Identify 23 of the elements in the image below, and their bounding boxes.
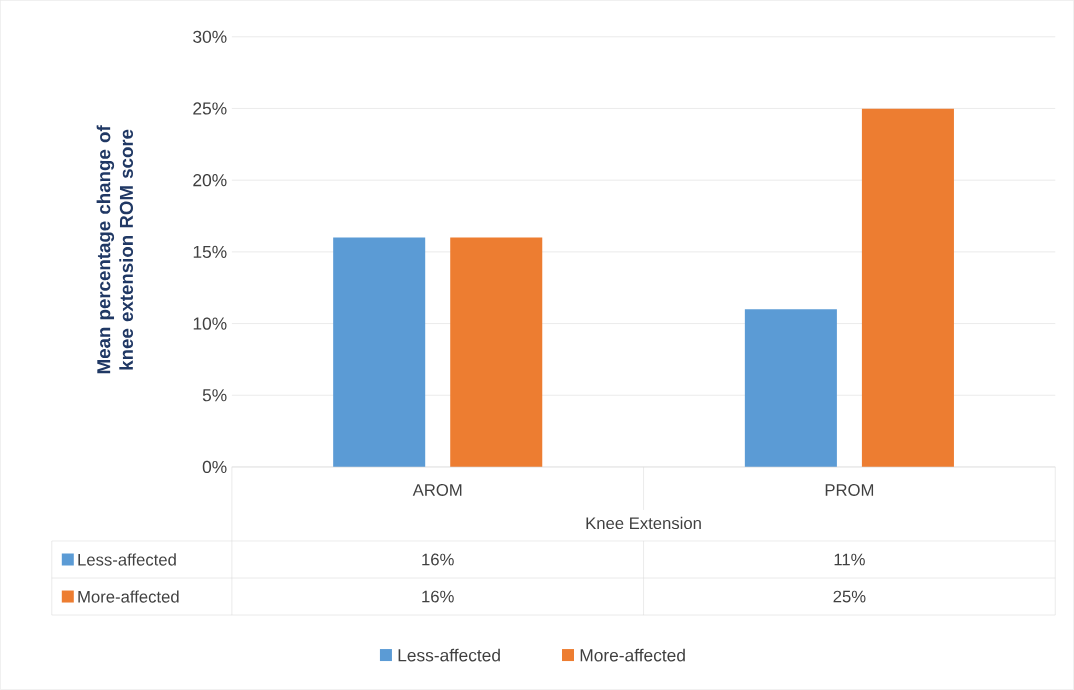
x-tick-label: AROM [412,484,462,496]
data-label: 25% [833,590,866,603]
y-tick-label: 30% [193,30,227,43]
text: More-affected [78,590,179,603]
data-label: 11% [834,553,865,566]
text: Less-affected [398,648,500,662]
y-axis-title: Mean percentage change of knee extension ROM score [96,125,134,374]
bar [450,237,543,468]
y-tick-label: 0% [202,460,227,474]
y-tick-label: 20% [193,174,227,187]
legend-label: Less-affected [78,553,176,566]
y-tick-label: 10% [193,317,227,330]
x-tick-label: PROM [825,484,874,496]
bar [744,309,837,468]
y-tick-label: 5% [202,389,227,402]
data-label: 16% [422,590,454,603]
bar [861,108,954,468]
data-label: 16% [422,553,454,566]
legend-label: More-affected [580,648,685,662]
bar [333,237,426,468]
y-tick-label: 25% [193,102,227,115]
y-tick-label: 15% [193,245,227,259]
x-axis-title: Knee Extension [586,516,701,530]
